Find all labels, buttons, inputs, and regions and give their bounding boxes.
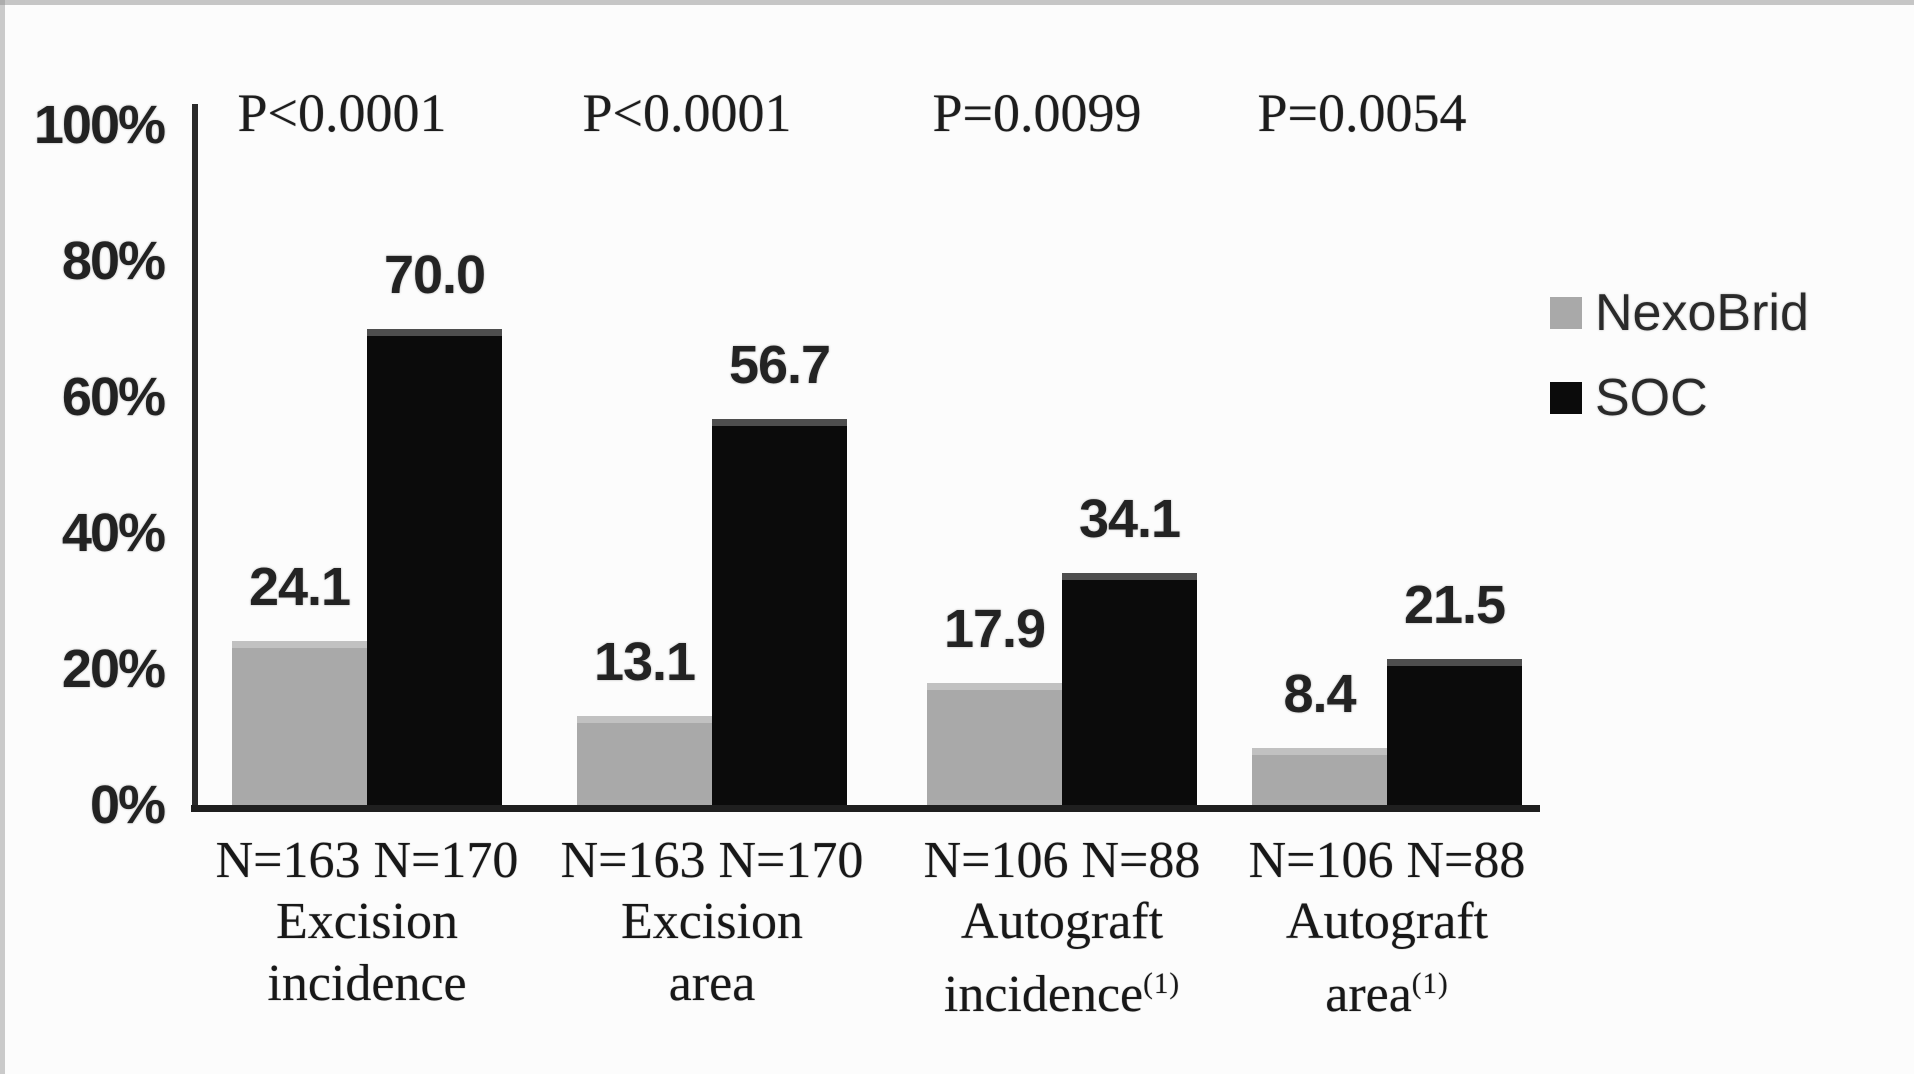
x-axis-line [191,805,1540,812]
category-label-line1: Excision [276,893,458,950]
bar-soc [1062,573,1197,805]
legend-label: NexoBrid [1595,284,1809,342]
image-edge-artifact-left [0,0,5,1074]
p-value-label: P=0.0099 [932,83,1142,143]
footnote-marker: (1) [1411,968,1449,1000]
bar-nexobrid [577,716,712,805]
bar-value-label: 17.9 [943,599,1046,659]
legend-swatch-soc [1550,382,1582,414]
bar-nexobrid [1252,748,1387,805]
p-value-label: P<0.0001 [582,83,792,143]
bar-value-label: 34.1 [1078,489,1181,549]
category-label-line1: Excision [621,893,803,950]
bar-soc [1387,659,1522,805]
bar-value-label: 70.0 [383,245,486,305]
bar-value-label: 56.7 [728,335,831,395]
y-tick-label: 40% [61,503,166,563]
bar-value-label: 24.1 [248,557,351,617]
legend-label: SOC [1595,369,1708,427]
bar-nexobrid [232,641,367,805]
y-tick-label: 20% [61,639,166,699]
bar-value-label: 21.5 [1403,575,1506,635]
category-label-line2: incidence(1) [943,966,1181,1024]
n-count-label: N=106 N=88 [923,832,1201,889]
category-label-line2: incidence [267,955,467,1012]
category-label-line2: area(1) [1325,966,1449,1024]
footnote-marker: (1) [1143,968,1181,1000]
p-value-label: P<0.0001 [237,83,447,143]
y-axis-line [192,104,198,812]
bar-soc [367,329,502,805]
legend-item-nexobrid: NexoBrid [1550,285,1809,341]
y-tick-label: 0% [89,775,166,835]
bar-value-label: 8.4 [1283,664,1356,724]
category-label-line2: area [668,955,756,1012]
y-tick-label: 60% [61,367,166,427]
category-label-line1: Autograft [1285,893,1489,950]
bar-nexobrid [927,683,1062,805]
bar-value-label: 13.1 [593,632,696,692]
n-count-label: N=163 N=170 [560,832,864,889]
p-value-label: P=0.0054 [1257,83,1467,143]
y-tick-label: 80% [61,231,166,291]
n-count-label: N=106 N=88 [1248,832,1526,889]
image-edge-artifact-top [0,0,1914,5]
y-tick-label: 100% [33,95,166,155]
n-count-label: N=163 N=170 [215,832,519,889]
category-label-line1: Autograft [960,893,1164,950]
legend-item-soc: SOC [1550,370,1708,426]
legend-swatch-nexobrid [1550,297,1582,329]
bar-soc [712,419,847,805]
